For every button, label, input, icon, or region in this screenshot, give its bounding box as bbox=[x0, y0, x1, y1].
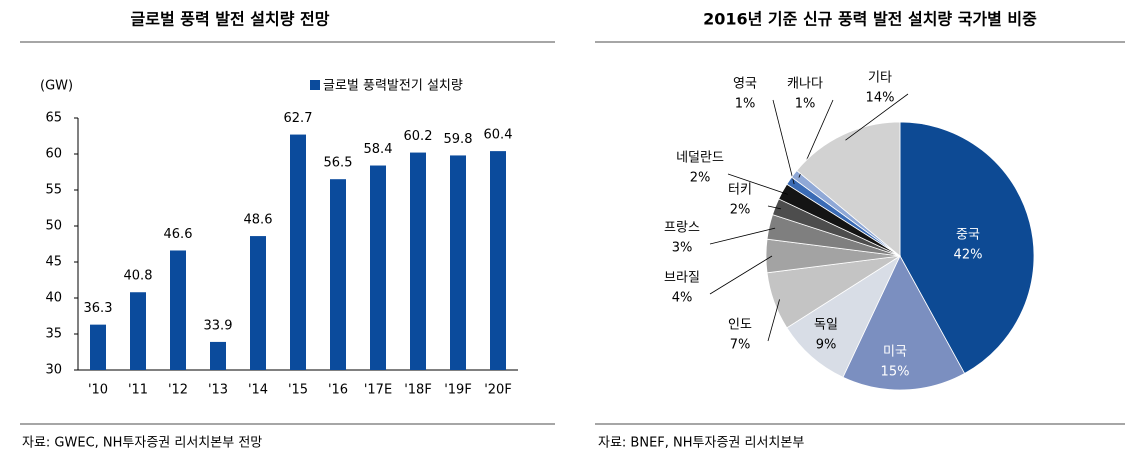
bar bbox=[290, 134, 306, 370]
slice-label: 인도 bbox=[728, 318, 752, 333]
bar bbox=[90, 324, 106, 370]
x-tick-label: '12 bbox=[168, 383, 188, 398]
slice-label: 독일 bbox=[814, 318, 838, 333]
slice-value-label: 1% bbox=[735, 97, 756, 112]
source: 자료: GWEC, NH투자증권 리서치본부 전망 bbox=[22, 436, 262, 451]
source: 자료: BNEF, NH투자증권 리서치본부 bbox=[598, 436, 804, 451]
y-tick-label: 50 bbox=[45, 219, 62, 234]
y-tick-label: 60 bbox=[45, 147, 62, 162]
slice-value-label: 2% bbox=[690, 171, 711, 186]
slice-value-label: 1% bbox=[795, 97, 816, 112]
leader-line bbox=[845, 93, 909, 141]
slice-label: 터키 bbox=[728, 183, 752, 198]
slice-value-label: 42% bbox=[954, 248, 983, 263]
value-label: 33.9 bbox=[204, 318, 233, 333]
pie-slice bbox=[796, 121, 901, 257]
slice-value-label: 9% bbox=[816, 338, 837, 353]
slice-label: 중국 bbox=[956, 228, 980, 243]
slice-value-label: 4% bbox=[672, 291, 693, 306]
x-tick-label: '10 bbox=[88, 383, 108, 398]
slice-label: 영국 bbox=[733, 77, 757, 92]
x-tick-label: '14 bbox=[248, 383, 268, 398]
leader-line bbox=[767, 205, 782, 210]
value-label: 62.7 bbox=[284, 111, 313, 126]
bar bbox=[170, 250, 186, 370]
bar bbox=[370, 165, 386, 370]
x-tick-label: '18F bbox=[404, 383, 432, 398]
bar-title: 글로벌 풍력 발전 설치량 전망 bbox=[131, 10, 330, 29]
bar bbox=[210, 341, 226, 370]
value-label: 60.2 bbox=[404, 129, 433, 144]
value-label: 48.6 bbox=[244, 213, 273, 228]
y-unit: (GW) bbox=[40, 79, 73, 94]
y-tick-label: 55 bbox=[45, 183, 62, 198]
slice-value-label: 14% bbox=[866, 91, 895, 106]
bar bbox=[250, 236, 266, 370]
value-label: 59.8 bbox=[444, 132, 473, 147]
slice-label: 기타 bbox=[868, 71, 892, 86]
leader-line bbox=[709, 227, 776, 245]
slice-value-label: 3% bbox=[672, 241, 693, 256]
y-tick-label: 40 bbox=[45, 291, 62, 306]
bar bbox=[410, 152, 426, 370]
slice-label: 네덜란드 bbox=[676, 151, 724, 166]
bar bbox=[450, 155, 466, 370]
x-tick-label: '11 bbox=[128, 383, 148, 398]
pie-title: 2016년 기준 신규 풍력 발전 설치량 국가별 비중 bbox=[703, 10, 1037, 29]
y-tick-label: 30 bbox=[45, 363, 62, 378]
pie-slice bbox=[899, 121, 1035, 374]
value-label: 58.4 bbox=[364, 142, 393, 157]
leader-line bbox=[727, 173, 788, 195]
legend-swatch bbox=[310, 80, 320, 90]
slice-value-label: 15% bbox=[881, 365, 910, 380]
leader-line bbox=[772, 99, 795, 185]
x-tick-label: '19F bbox=[444, 383, 472, 398]
value-label: 36.3 bbox=[84, 301, 113, 316]
x-tick-label: '16 bbox=[328, 383, 348, 398]
y-tick-label: 65 bbox=[45, 111, 62, 126]
leader-line bbox=[767, 299, 780, 342]
value-label: 40.8 bbox=[124, 269, 153, 284]
slice-value-label: 7% bbox=[730, 338, 751, 353]
leader-line bbox=[709, 255, 773, 295]
x-tick-label: '17E bbox=[364, 383, 392, 398]
value-label: 46.6 bbox=[164, 227, 193, 242]
bar bbox=[490, 151, 506, 370]
value-label: 56.5 bbox=[324, 156, 353, 171]
legend-label: 글로벌 풍력발전기 설치량 bbox=[323, 79, 463, 94]
x-tick-label: '15 bbox=[288, 383, 308, 398]
y-tick-label: 35 bbox=[45, 327, 62, 342]
x-tick-label: '13 bbox=[208, 383, 228, 398]
x-tick-label: '20F bbox=[484, 383, 512, 398]
value-label: 60.4 bbox=[484, 128, 513, 143]
pie-slice bbox=[842, 255, 966, 391]
slice-label: 캐나다 bbox=[787, 77, 823, 92]
bar bbox=[130, 292, 146, 370]
slice-label: 프랑스 bbox=[664, 221, 700, 236]
slice-label: 미국 bbox=[883, 345, 907, 360]
bar bbox=[330, 179, 346, 370]
y-tick-label: 45 bbox=[45, 255, 62, 270]
slice-value-label: 2% bbox=[730, 203, 751, 218]
slice-label: 브라질 bbox=[664, 271, 700, 286]
